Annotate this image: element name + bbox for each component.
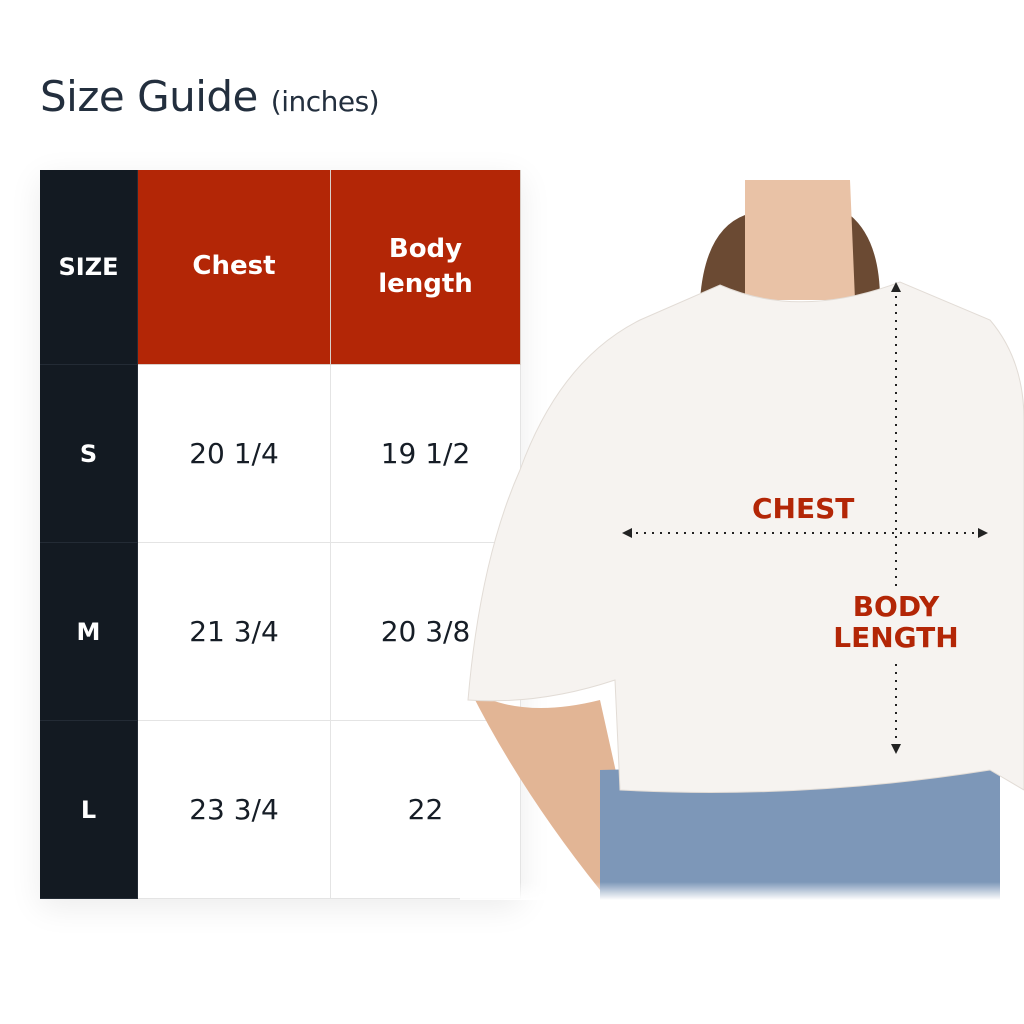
size-table: SIZE Chest Body length S 20 1/4 19 1/2 M…	[40, 170, 521, 899]
chest-cell: 20 1/4	[138, 365, 331, 543]
title-unit: (inches)	[270, 85, 380, 118]
header-body-length: Body length	[331, 170, 521, 365]
body-label-line2: LENGTH	[833, 620, 959, 654]
size-cell: S	[40, 365, 138, 543]
chest-label: CHEST	[752, 492, 855, 525]
size-cell: M	[40, 543, 138, 721]
header-size: SIZE	[40, 170, 138, 365]
chest-cell: 21 3/4	[138, 543, 331, 721]
model-tshirt-image	[460, 180, 1024, 900]
header-chest: Chest	[138, 170, 331, 365]
body-label-line1: BODY	[852, 590, 940, 623]
body-length-cell: 19 1/2	[331, 365, 521, 543]
title-main: Size Guide	[40, 72, 258, 121]
body-length-label: BODY LENGTH	[826, 590, 966, 654]
page-title: Size Guide (inches)	[40, 72, 380, 121]
chest-cell: 23 3/4	[138, 721, 331, 899]
size-cell: L	[40, 721, 138, 899]
header-body-length-text: Body length	[378, 233, 473, 299]
neck	[745, 180, 855, 300]
